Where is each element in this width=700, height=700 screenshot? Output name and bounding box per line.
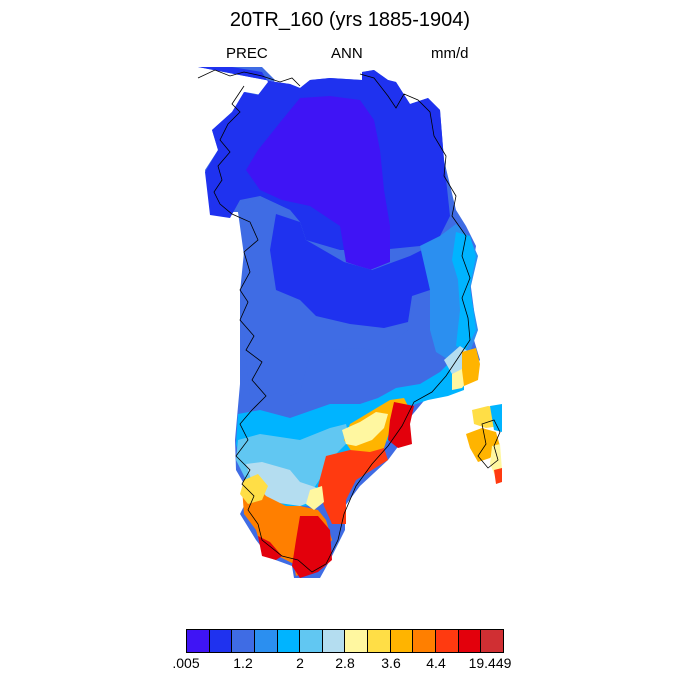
colorbar-swatch: [187, 630, 210, 652]
colorbar-swatch: [254, 630, 278, 652]
map-cell-region: [246, 96, 390, 270]
colorbar-swatch: [458, 630, 482, 652]
colorbar-swatch: [232, 630, 255, 652]
colorbar-swatch: [481, 630, 503, 652]
colorbar-swatch: [277, 630, 301, 652]
colorbar-tick-label: 19.449: [468, 655, 512, 671]
colorbar-swatch: [209, 630, 233, 652]
map-cell-region: [342, 412, 388, 446]
season-label: ANN: [331, 45, 363, 62]
colorbar-swatch: [345, 630, 369, 652]
map-cell-region: [292, 516, 332, 578]
variable-label: PREC: [226, 45, 268, 62]
map-cell-region: [490, 404, 502, 432]
colorbar-tick-label: 3.6: [381, 655, 401, 671]
colorbar-tick-label: .005: [172, 655, 200, 671]
colorbar-swatch: [368, 630, 391, 652]
colorbar-swatch: [436, 630, 459, 652]
colorbar-swatch: [322, 630, 346, 652]
colorbar-swatch: [390, 630, 414, 652]
units-label: mm/d: [431, 45, 469, 62]
coastline: [197, 69, 471, 573]
colorbar-swatch: [413, 630, 437, 652]
map-cell-region: [270, 214, 438, 328]
map-cells: [198, 67, 502, 578]
colorbar-tick-label: 4.4: [426, 655, 446, 671]
map-cell-region: [240, 474, 268, 504]
plot-title: 20TR_160 (yrs 1885-1904): [229, 9, 471, 31]
colorbar-tick-label: 1.2: [233, 655, 253, 671]
coastline-island: [477, 419, 501, 469]
map-cell-region: [306, 486, 324, 510]
map-cell-region: [452, 232, 476, 350]
colorbar-tick-label: 2.8: [335, 655, 355, 671]
map-cell-region: [462, 348, 480, 386]
colorbar: [186, 629, 504, 653]
map-cell-region: [318, 448, 388, 524]
colorbar-swatch: [300, 630, 323, 652]
map-cell-region: [494, 468, 502, 484]
colorbar-tick-label: 2: [296, 655, 304, 671]
